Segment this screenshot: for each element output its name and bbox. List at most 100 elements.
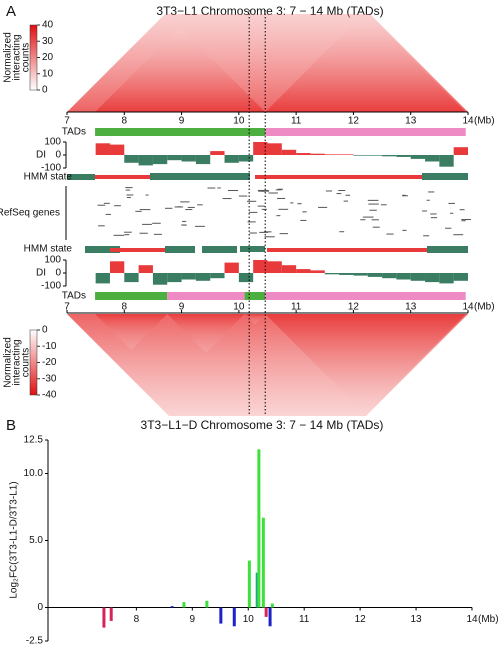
gene — [263, 231, 272, 233]
x-tick-label: 9 — [190, 614, 196, 625]
colorbar-tick-label: -10 — [42, 341, 57, 352]
panel-label: B — [6, 417, 16, 434]
tad — [265, 292, 466, 300]
x-tick-label: 10 — [233, 116, 245, 127]
gene — [422, 210, 428, 212]
y-tick-label: -2.5 — [26, 636, 44, 647]
track-label: DI — [36, 150, 46, 161]
y-tick-label: 10.0 — [24, 468, 44, 479]
gene — [402, 229, 407, 231]
colorbar-label: Normalized — [3, 32, 14, 83]
bar — [102, 607, 106, 628]
di-bar — [425, 273, 440, 283]
bar — [219, 607, 223, 624]
gene — [126, 196, 131, 198]
di-bar — [267, 143, 282, 155]
gene — [459, 209, 465, 211]
di-bar — [124, 273, 139, 283]
gene — [152, 222, 161, 224]
x-tick-label: 12 — [348, 302, 360, 313]
gene — [428, 191, 435, 193]
gene — [125, 187, 133, 189]
gene — [259, 231, 269, 233]
x-tick-label: 13 — [411, 614, 423, 625]
gene — [177, 206, 181, 208]
di-bar — [453, 147, 468, 155]
di-bar — [138, 155, 153, 166]
tad — [95, 292, 168, 300]
di-bar — [281, 149, 297, 155]
colorbar-tick-label: 0 — [42, 325, 48, 336]
colorbar-tick-label: -30 — [42, 373, 57, 384]
gene — [258, 190, 270, 192]
y-tick-label: -100 — [41, 281, 61, 292]
colorbar-label: counts — [21, 43, 32, 72]
y-tick-label: 0 — [37, 602, 43, 613]
di-bar — [167, 155, 182, 161]
colorbar-tick-label: -20 — [42, 357, 57, 368]
gene — [257, 189, 269, 191]
gene — [380, 204, 387, 206]
x-tick-label: 8 — [134, 614, 140, 625]
hmm-tracks — [67, 173, 468, 253]
di-bar — [152, 273, 168, 285]
gene — [185, 209, 193, 211]
di-bar — [224, 262, 239, 273]
tad — [167, 292, 245, 300]
gene — [325, 190, 333, 192]
y-tick-label: -100 — [41, 163, 61, 174]
di-bar — [238, 273, 254, 283]
gene — [318, 206, 328, 208]
bar — [109, 607, 113, 621]
bar — [264, 607, 268, 617]
gene — [336, 193, 342, 195]
x-tick-label: 11 — [291, 116, 302, 127]
gene — [222, 198, 232, 200]
bar — [268, 607, 272, 627]
gene — [261, 208, 267, 210]
x-unit: (Mb) — [474, 302, 495, 313]
y-tick-label: 5.0 — [29, 535, 43, 546]
di-bar — [353, 155, 368, 156]
di-bar — [425, 155, 440, 162]
di-bar — [296, 269, 311, 273]
track-label: HMM state — [24, 172, 73, 183]
gene — [368, 203, 379, 205]
colorbar-label: interacting — [12, 34, 23, 80]
di-bar — [324, 154, 340, 155]
gene — [248, 211, 258, 213]
di-bar — [382, 273, 397, 279]
x-tick-label: 8 — [122, 116, 128, 127]
gene — [181, 224, 187, 226]
track-label: TADs — [62, 291, 86, 302]
title: 3T3−L1−D Chromosome 3: 7 − 14 Mb (TADs) — [141, 418, 384, 432]
gene — [197, 204, 203, 206]
gene — [113, 234, 125, 236]
heatmap-triangle — [244, 314, 266, 325]
x-tick-label: 10 — [243, 614, 255, 625]
gene — [181, 220, 187, 222]
x-tick-label: 14 — [466, 614, 478, 625]
di-bar — [367, 273, 383, 277]
gene — [145, 194, 149, 196]
gene — [448, 202, 455, 204]
di-bar — [152, 155, 168, 165]
x-tick-label: 8 — [122, 302, 128, 313]
gene — [371, 219, 379, 221]
colorbar-tick-label: 0 — [42, 85, 48, 96]
bar — [261, 517, 265, 608]
track-label: DI — [36, 268, 46, 279]
di-bar — [453, 273, 468, 281]
colorbar-tick-label: 10 — [42, 68, 54, 79]
gene — [279, 233, 288, 235]
gene — [461, 220, 466, 222]
gene — [275, 189, 282, 191]
di-bar — [181, 273, 196, 280]
di-bar — [253, 260, 268, 273]
x-tick-label: 11 — [291, 302, 302, 313]
heatmap-triangle — [167, 314, 245, 353]
gene — [367, 199, 379, 201]
di-bar — [396, 155, 411, 157]
y-tick-label: 100 — [44, 137, 61, 148]
track-label: TADs — [62, 127, 86, 138]
